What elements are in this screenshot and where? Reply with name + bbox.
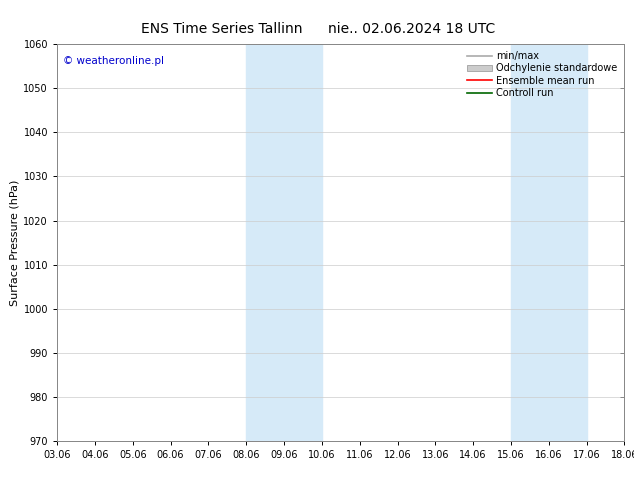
Bar [246, 44, 322, 441]
Text: nie.. 02.06.2024 18 UTC: nie.. 02.06.2024 18 UTC [328, 22, 496, 36]
Text: © weatheronline.pl: © weatheronline.pl [63, 56, 164, 66]
Y-axis label: Surface Pressure (hPa): Surface Pressure (hPa) [10, 179, 19, 306]
Bar [511, 44, 586, 441]
Legend: min/max, Odchylenie standardowe, Ensemble mean run, Controll run: min/max, Odchylenie standardowe, Ensembl… [465, 49, 619, 100]
Text: ENS Time Series Tallinn: ENS Time Series Tallinn [141, 22, 302, 36]
